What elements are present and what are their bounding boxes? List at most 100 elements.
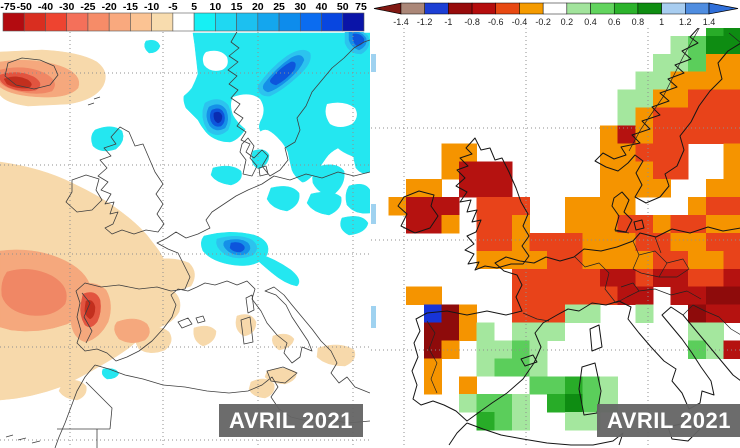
anomaly-grid-cell [652,268,671,288]
colorbar-segment [448,2,473,15]
anomaly-grid-cell [635,89,654,108]
colorbar-segment [193,12,216,32]
anomaly-grid-cell [705,89,724,108]
anomaly-grid-cell [600,125,619,144]
anomaly-grid-cell [564,304,583,323]
anomaly-grid-cell [494,197,513,216]
anomaly-grid-cell [688,197,707,216]
anomaly-grid-cell [600,143,619,162]
anomaly-blob [58,379,87,401]
anomaly-grid-cell [564,286,583,306]
anomaly-grid-cell [723,286,740,306]
anomaly-blob [345,183,370,214]
anomaly-grid-cell [705,232,724,252]
anomaly-grid-cell [529,358,548,377]
anomaly-grid-cell [423,179,442,198]
anomaly-grid-cell [688,53,707,73]
anomaly-grid-cell [547,304,566,323]
anomaly-grid-cell [670,143,689,162]
anomaly-grid-cell [705,268,724,288]
anomaly-grid-cell [688,71,707,90]
anomaly-grid-cell [423,304,442,323]
coastline [227,29,370,177]
coastline [57,381,113,448]
anomaly-grid-cell [494,161,513,180]
anomaly-grid-cell [705,215,724,234]
colorbar-tick-label: -15 [123,1,138,13]
anomaly-grid-cell [635,304,654,323]
anomaly-grid-cell [582,268,601,288]
anomaly-grid-cell [459,376,478,395]
colorbar-right-arrow [708,2,739,15]
country-border [659,258,690,278]
anomaly-grid-cell [617,161,636,180]
colorbar-tick-label: 0.6 [608,17,621,27]
anomaly-grid-cell [511,358,530,377]
country-border [426,320,438,394]
anomaly-grid-cell [635,179,654,198]
anomaly-grid-cell [476,179,495,198]
anomaly-grid-cell [723,304,740,323]
anomaly-grid-cell [476,394,495,413]
anomaly-grid-cell [547,268,566,288]
anomaly-grid-cell [582,286,601,306]
anomaly-grid-cell [652,125,671,144]
anomaly-grid-cell [406,179,425,198]
anomaly-grid-cell [547,376,566,395]
anomaly-grid-cell [476,412,495,431]
anomaly-grid-cell [406,197,425,216]
anomaly-grid-cell [688,107,707,126]
anomaly-grid-cell [476,340,495,359]
anomaly-grid-cell [511,232,530,252]
colorbar-segment [172,12,195,32]
colorbar-tick-label: 75 [355,1,367,13]
coastline [97,126,165,235]
anomaly-grid-cell [635,215,654,234]
colorbar-tick-label: 5 [191,1,197,13]
colorbar-segment [2,12,25,32]
colorbar-segment [87,12,110,32]
anomaly-grid-cell [511,286,530,306]
anomaly-grid-cell [723,125,740,144]
colorbar-tick-label: -50 [17,1,32,13]
coastline [266,366,298,384]
colorbar-tick-label: -20 [102,1,117,13]
country-border [522,312,550,322]
anomaly-grid-cell [652,179,671,198]
colorbar-segment [130,12,152,32]
anomaly-grid-cell [705,286,724,306]
anomaly-grid-cell [582,394,601,413]
anomaly-grid-cell [564,197,583,216]
coastline [5,434,41,444]
anomaly-grid-cell [547,232,566,252]
anomaly-grid-cell [441,215,460,234]
colorbar-segment [613,2,639,15]
anomaly-grid-cell [582,412,601,431]
anomaly-blob [248,378,275,399]
anomaly-grid-cell [423,286,442,306]
colorbar-segment [400,2,425,15]
colorbar-tick-label: 20 [252,1,264,13]
anomaly-grid-cell [511,322,530,341]
anomaly-grid-cell [705,125,724,144]
colorbar-segment [23,12,46,32]
colorbar-segment [342,12,365,32]
anomaly-grid-cell [617,125,636,144]
anomaly-grid-cell [688,89,707,108]
anomaly-grid-cell [406,215,425,234]
colorbar-segment [66,12,89,32]
colorbar-tick-label: -30 [59,1,74,13]
anomaly-blob [210,165,242,186]
coastline [81,292,93,344]
coastline [245,294,255,314]
colorbar-segment [495,2,520,15]
anomaly-grid-cell [511,215,530,234]
colorbar-tick-label: 0.2 [561,17,574,27]
anomaly-grid-cell [688,268,707,288]
anomaly-grid-cell [441,304,460,323]
anomaly-grid-cell [459,322,478,341]
coastline [87,96,101,106]
anomaly-grid-cell [441,340,460,359]
anomaly-blob [340,216,369,236]
anomaly-grid-cell [705,250,724,270]
